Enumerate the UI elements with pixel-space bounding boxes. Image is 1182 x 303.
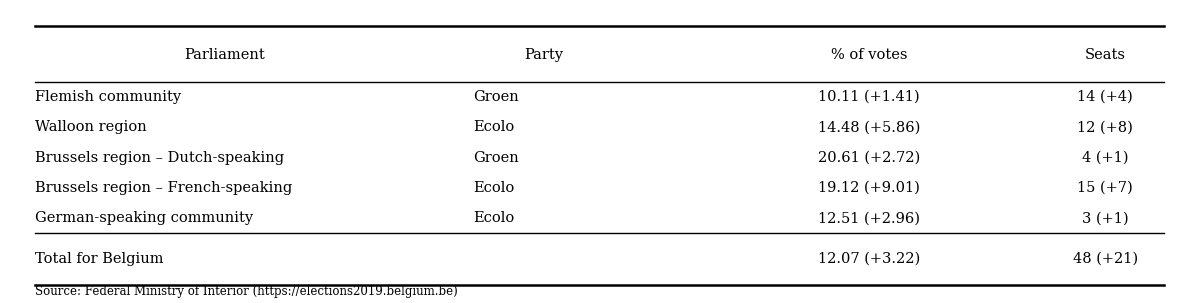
Text: 19.12 (+9.01): 19.12 (+9.01) <box>818 181 920 195</box>
Text: % of votes: % of votes <box>831 48 907 62</box>
Text: 48 (+21): 48 (+21) <box>1072 252 1138 266</box>
Text: Total for Belgium: Total for Belgium <box>35 252 164 266</box>
Text: Brussels region – Dutch-speaking: Brussels region – Dutch-speaking <box>35 151 285 165</box>
Text: Party: Party <box>525 48 563 62</box>
Text: Brussels region – French-speaking: Brussels region – French-speaking <box>35 181 293 195</box>
Text: German-speaking community: German-speaking community <box>35 211 254 225</box>
Text: Seats: Seats <box>1085 48 1125 62</box>
Text: 14.48 (+5.86): 14.48 (+5.86) <box>818 120 920 134</box>
Text: 12.07 (+3.22): 12.07 (+3.22) <box>818 252 920 266</box>
Text: 10.11 (+1.41): 10.11 (+1.41) <box>818 90 920 104</box>
Text: 14 (+4): 14 (+4) <box>1077 90 1134 104</box>
Text: 3 (+1): 3 (+1) <box>1082 211 1129 225</box>
Text: Walloon region: Walloon region <box>35 120 148 134</box>
Text: Flemish community: Flemish community <box>35 90 182 104</box>
Text: 12 (+8): 12 (+8) <box>1077 120 1134 134</box>
Text: Ecolo: Ecolo <box>473 120 514 134</box>
Text: Ecolo: Ecolo <box>473 211 514 225</box>
Text: 20.61 (+2.72): 20.61 (+2.72) <box>818 151 920 165</box>
Text: 12.51 (+2.96): 12.51 (+2.96) <box>818 211 920 225</box>
Text: Parliament: Parliament <box>184 48 265 62</box>
Text: 4 (+1): 4 (+1) <box>1082 151 1129 165</box>
Text: Groen: Groen <box>473 151 519 165</box>
Text: 15 (+7): 15 (+7) <box>1077 181 1134 195</box>
Text: Source: Federal Ministry of Interior (https://elections2019.belgium.be): Source: Federal Ministry of Interior (ht… <box>35 285 459 298</box>
Text: Ecolo: Ecolo <box>473 181 514 195</box>
Text: Groen: Groen <box>473 90 519 104</box>
